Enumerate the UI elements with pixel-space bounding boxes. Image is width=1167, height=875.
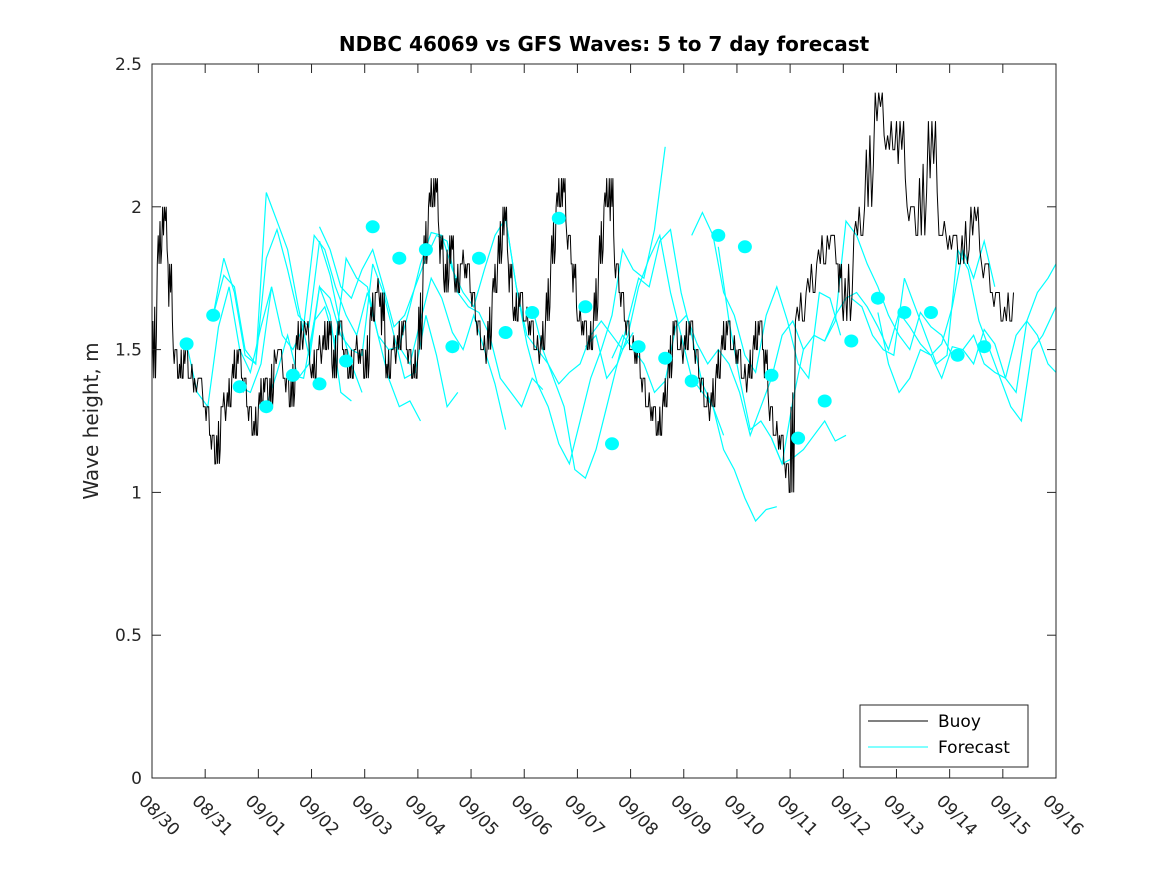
forecast-trace-17 <box>877 238 996 394</box>
y-tick-label: 1.5 <box>115 341 142 361</box>
forecast-marker <box>472 251 486 265</box>
y-tick-label: 2 <box>131 198 142 218</box>
forecast-trace-8 <box>505 146 666 466</box>
forecast-marker <box>445 340 460 354</box>
forecast-marker <box>764 368 779 382</box>
forecast-marker <box>897 306 912 319</box>
legend-forecast-label: Forecast <box>938 738 1010 758</box>
forecast-trace-10 <box>584 228 777 523</box>
forecast-marker <box>498 326 513 339</box>
forecast-marker <box>605 437 619 451</box>
legend-buoy-label: Buoy <box>938 712 981 732</box>
y-axis-ticks: 0 0.5 1 1.5 2 2.5 <box>115 55 1056 789</box>
forecast-marker <box>312 377 327 391</box>
forecast-marker <box>791 431 806 445</box>
forecast-marker <box>551 211 566 225</box>
forecast-marker <box>844 334 859 348</box>
forecast-marker <box>817 394 832 408</box>
buoy-line <box>151 92 1014 493</box>
y-axis-label: Wave height, m <box>79 342 103 499</box>
forecast-marker <box>950 348 965 362</box>
legend: Buoy Forecast <box>859 704 1029 768</box>
y-tick-label: 0 <box>131 769 142 789</box>
y-tick-label: 2.5 <box>115 55 142 75</box>
forecast-marker <box>365 220 380 234</box>
forecast-trace-2 <box>212 227 363 393</box>
forecast-marker <box>525 306 540 319</box>
forecast-marker <box>418 243 433 257</box>
forecast-trace-1 <box>212 192 352 402</box>
forecast-markers <box>179 211 992 451</box>
forecast-marker <box>631 340 646 354</box>
chart-title: NDBC 46069 vs GFS Waves: 5 to 7 day fore… <box>339 32 870 56</box>
forecast-marker <box>684 374 699 388</box>
forecast-marker <box>737 240 752 254</box>
forecast-marker <box>259 400 274 414</box>
axes-box <box>151 63 1057 779</box>
forecast-trace-16 <box>850 247 1057 423</box>
y-tick-label: 0.5 <box>115 626 142 646</box>
forecast-trace-12 <box>691 211 842 380</box>
forecast-trace-14 <box>770 263 1057 466</box>
forecast-trace-3 <box>239 233 422 422</box>
forecast-marker <box>658 351 673 365</box>
forecast-marker <box>578 300 593 314</box>
buoy-series <box>151 92 1014 493</box>
forecast-trace-15 <box>824 219 1057 380</box>
forecast-marker <box>924 306 938 319</box>
plot-area <box>152 64 1056 778</box>
forecast-marker <box>392 251 407 265</box>
y-tick-label: 1 <box>131 483 142 503</box>
forecast-marker <box>232 380 247 394</box>
forecast-marker <box>285 368 300 382</box>
forecast-marker <box>179 337 194 351</box>
forecast-marker <box>339 354 354 368</box>
forecast-marker <box>870 291 885 305</box>
forecast-marker <box>206 308 221 322</box>
forecast-marker <box>977 340 992 354</box>
legend-box <box>859 704 1029 768</box>
forecast-marker <box>711 228 726 242</box>
